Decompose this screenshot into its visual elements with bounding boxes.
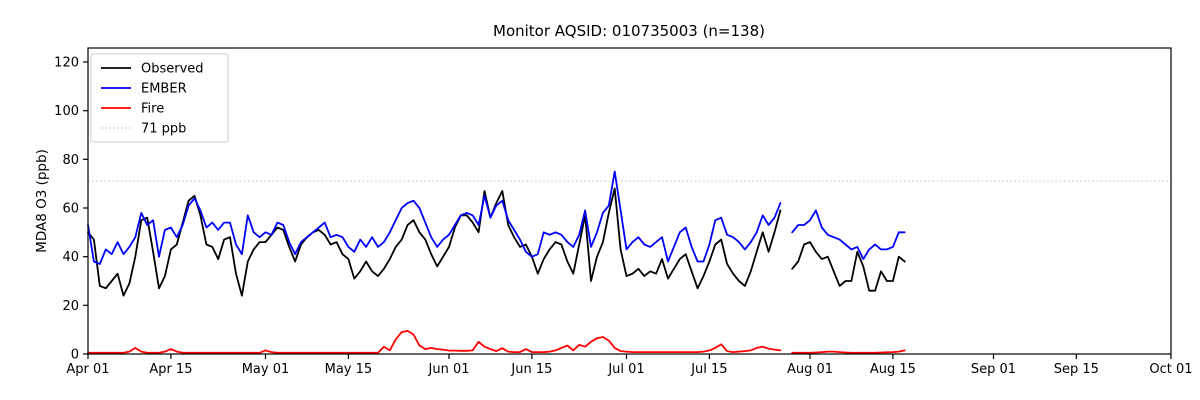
legend-box <box>90 53 229 143</box>
series-line-observed <box>791 241 906 292</box>
x-axis: Apr 01 Apr 15 May 01 May 15 Jun 01 Jun 15 Jul … <box>66 354 1193 377</box>
legend-label-ember: EMBER <box>141 82 187 97</box>
plot-border <box>87 47 1172 355</box>
y-tick-label: 80 <box>62 153 79 168</box>
x-tick-label: Jun 15 <box>510 362 552 377</box>
series-line-fire <box>791 349 906 354</box>
x-tick-label: Sep 15 <box>1054 362 1099 377</box>
x-tick-label: May 15 <box>325 362 373 377</box>
x-tick-label: Apr 01 <box>66 362 109 377</box>
legend-label-71-ppb: 71 ppb <box>141 122 186 137</box>
x-tick-label: Jun 01 <box>428 362 470 377</box>
x-tick-label: May 01 <box>242 362 290 377</box>
y-tick-label: 100 <box>54 104 79 119</box>
chart-title: Monitor AQSID: 010735003 (n=138) <box>493 22 765 40</box>
x-tick-label: Jul 01 <box>607 362 644 377</box>
y-tick-label: 40 <box>62 250 79 265</box>
y-axis: 0 20 40 60 80 100 120 <box>54 56 88 363</box>
y-tick-label: 60 <box>62 202 79 217</box>
series-line-observed <box>87 187 782 297</box>
x-tick-label: Aug 15 <box>870 362 916 377</box>
x-tick-label: Aug 01 <box>787 362 833 377</box>
series-line-ember <box>87 170 782 265</box>
legend-label-observed: Observed <box>141 62 204 77</box>
y-axis-label: MDA8 O3 (ppb) <box>34 149 50 253</box>
x-tick-label: Apr 15 <box>149 362 192 377</box>
y-tick-label: 20 <box>62 299 79 314</box>
series-line-ember <box>791 209 906 261</box>
series-line-fire <box>87 329 782 354</box>
series-group <box>87 170 906 354</box>
y-tick-label: 0 <box>71 348 79 363</box>
x-tick-label: Oct 01 <box>1149 362 1192 377</box>
legend: Observed EMBER Fire 71 ppb <box>90 53 229 143</box>
legend-label-fire: Fire <box>141 102 164 117</box>
y-tick-label: 120 <box>54 56 79 71</box>
x-tick-label: Sep 01 <box>971 362 1016 377</box>
x-tick-label: Jul 15 <box>690 362 727 377</box>
